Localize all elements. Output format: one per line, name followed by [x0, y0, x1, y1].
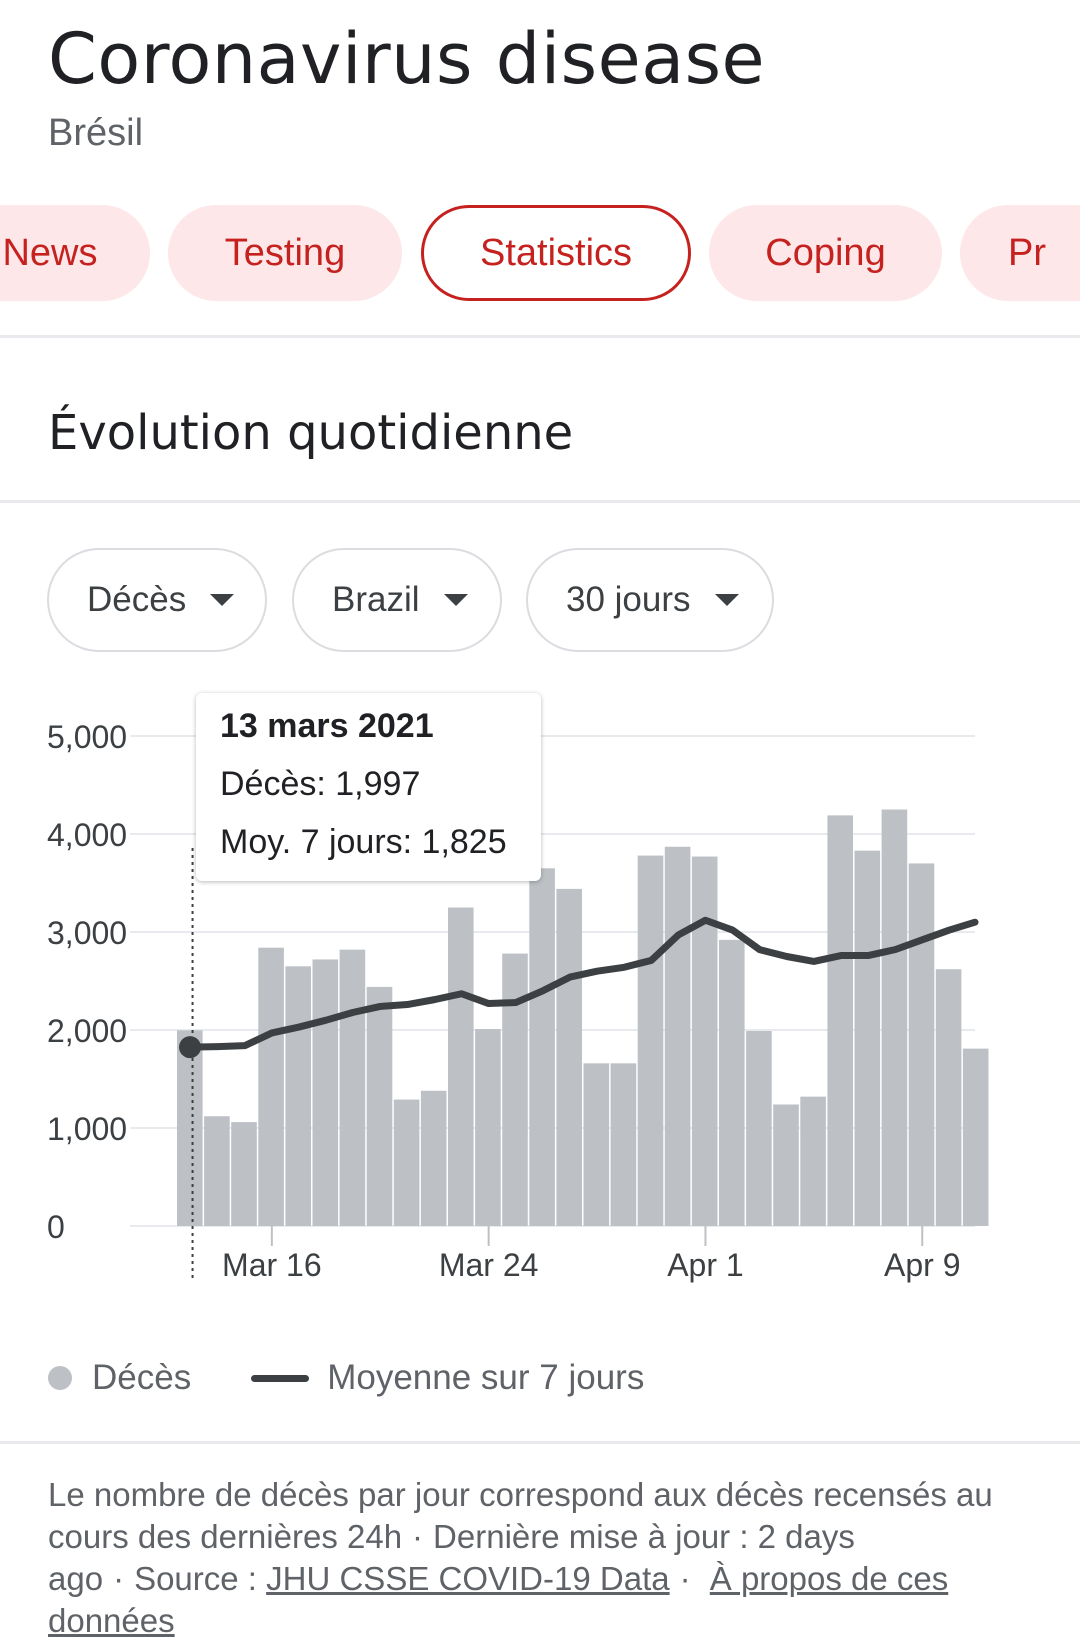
bar [610, 1063, 637, 1226]
bar [691, 856, 718, 1226]
x-tick-label: Mar 24 [439, 1247, 539, 1283]
topic-tabs: News Testing Statistics Coping Pr [0, 205, 1080, 301]
legend-line-label: Moyenne sur 7 jours [327, 1358, 645, 1397]
bar [800, 1096, 826, 1226]
bar [448, 907, 474, 1226]
bar [285, 966, 311, 1226]
footnote-separator: · [412, 1518, 424, 1555]
caret-down-icon [714, 594, 739, 606]
range-dropdown[interactable]: 30 jours [526, 548, 774, 652]
legend-line-swatch [251, 1374, 310, 1382]
bar [475, 1029, 501, 1226]
chart-tooltip: 13 mars 2021 Décès: 1,997 Moy. 7 jours: … [196, 693, 541, 881]
tooltip-deaths: Décès: 1,997 [220, 765, 421, 803]
caret-down-icon [443, 594, 468, 606]
bar [881, 809, 908, 1226]
legend-bars-label: Décès [92, 1358, 192, 1397]
bar [583, 1063, 610, 1226]
tab-coping[interactable]: Coping [709, 205, 942, 301]
y-tick-label: 5,000 [47, 719, 127, 755]
divider [0, 1441, 1080, 1444]
legend-bar-swatch [48, 1366, 72, 1390]
y-tick-label: 2,000 [47, 1013, 127, 1049]
metric-dropdown[interactable]: Décès [47, 548, 267, 652]
chart-legend: Décès Moyenne sur 7 jours [48, 1355, 644, 1401]
bar [827, 815, 853, 1226]
bar [773, 1104, 799, 1226]
bar [366, 986, 393, 1226]
bar [962, 1048, 989, 1226]
bar [231, 1122, 257, 1226]
country-dropdown-label: Brazil [332, 580, 420, 619]
footnote-description: Le nombre de décès par jour correspond a… [48, 1476, 993, 1555]
tab-news[interactable]: News [0, 205, 150, 301]
y-tick-label: 3,000 [47, 915, 127, 951]
bar [312, 959, 339, 1226]
bar [258, 947, 284, 1226]
x-tick-label: Apr 1 [667, 1247, 743, 1283]
range-dropdown-label: 30 jours [566, 580, 691, 619]
bar [746, 1030, 772, 1226]
deaths-chart[interactable]: 0 1,000 2,000 3,000 4,000 5,000 Mar 16 Mar 24 Ap… [0, 680, 1080, 1310]
bar [664, 846, 691, 1226]
bar [339, 949, 366, 1226]
bar [502, 953, 528, 1226]
section-title: Évolution quotidienne [48, 405, 574, 461]
x-tick-label: Mar 16 [222, 1247, 322, 1283]
bar [854, 850, 881, 1226]
source-link[interactable]: JHU CSSE COVID-19 Data [266, 1560, 670, 1597]
region-subtitle: Brésil [48, 112, 144, 154]
chart-footnote: Le nombre de décès par jour correspond a… [48, 1474, 1038, 1642]
footnote-updated: Dernière mise à jour : 2 days ago [48, 1518, 855, 1597]
divider [0, 500, 1080, 503]
bar [420, 1090, 447, 1226]
y-tick-label: 0 [47, 1209, 65, 1245]
tab-prevention[interactable]: Pr [960, 205, 1080, 301]
page-title: Coronavirus disease [48, 18, 766, 100]
tooltip-date: 13 mars 2021 [220, 707, 434, 745]
y-tick-label: 1,000 [47, 1111, 127, 1147]
bar [556, 888, 582, 1226]
bar [204, 1116, 230, 1226]
metric-dropdown-label: Décès [87, 580, 187, 619]
bar [719, 939, 745, 1226]
x-tick-label: Apr 9 [884, 1247, 960, 1283]
tab-statistics[interactable]: Statistics [421, 205, 691, 301]
bar [177, 1030, 203, 1226]
tooltip-average: Moy. 7 jours: 1,825 [220, 823, 507, 861]
footnote-separator: · [113, 1560, 125, 1597]
divider [0, 335, 1080, 338]
bar [908, 863, 935, 1226]
bar [393, 1099, 420, 1226]
bar [529, 868, 555, 1226]
bar [637, 855, 664, 1226]
y-tick-label: 4,000 [47, 817, 127, 853]
footnote-separator: · [679, 1560, 691, 1597]
bar [935, 969, 962, 1226]
country-dropdown[interactable]: Brazil [292, 548, 502, 652]
caret-down-icon [210, 594, 235, 606]
average-line [186, 916, 979, 1051]
highlight-point [179, 1036, 201, 1059]
footnote-source-label: Source : [134, 1560, 257, 1597]
tab-testing[interactable]: Testing [168, 205, 402, 301]
